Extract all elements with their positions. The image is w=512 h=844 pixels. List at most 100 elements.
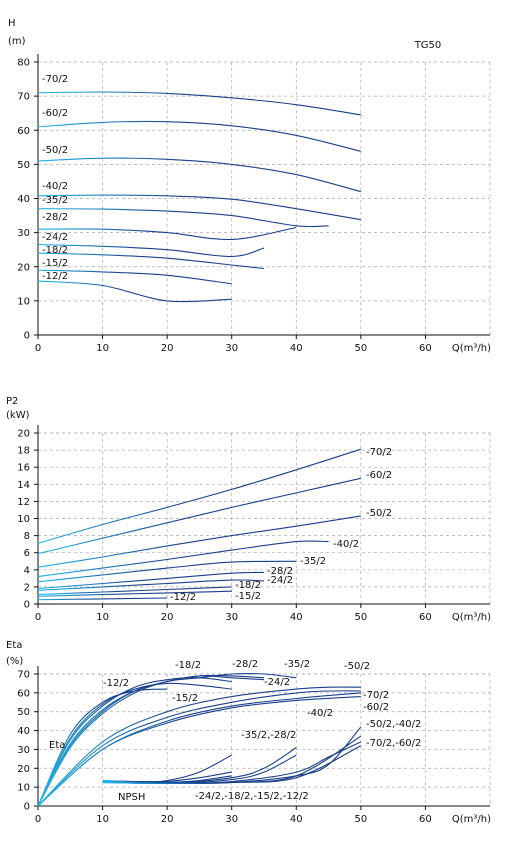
x-tick-label: 60 (419, 343, 432, 354)
y-tick-label: 0 (24, 331, 30, 342)
series-curve (37, 252, 265, 270)
eta-area-label: Eta (49, 740, 65, 751)
series-curve (37, 677, 232, 807)
curve-label: -40/2 (307, 708, 333, 719)
npsh-area-label: NPSH (118, 792, 145, 803)
curve-label: -28/2 (42, 212, 68, 223)
x-tick-label: 20 (161, 612, 174, 623)
y-tick-label: 70 (17, 92, 30, 103)
y-tick-label: 6 (24, 548, 30, 559)
x-tick-label: 10 (96, 814, 109, 825)
y-tick-label: 40 (17, 194, 30, 205)
curve-label: -15/2 (172, 693, 198, 704)
y-tick-label: 20 (17, 262, 30, 273)
x-tick-label: 50 (354, 814, 367, 825)
x-tick-label: 40 (290, 814, 303, 825)
curve-label: -60/2 (363, 702, 389, 713)
series-curve (37, 244, 265, 258)
curve-label: -28/2 (267, 566, 293, 577)
curve-label: -28/2 (232, 659, 258, 670)
y-axis-unit: (%) (6, 656, 23, 667)
curve-label: -24/2 (267, 575, 293, 586)
series-curve (37, 540, 329, 578)
curve-label: -35/2 (284, 659, 310, 670)
model-label: TG50 (414, 40, 442, 51)
chart-power: 0 2 4 6 8 10 12 14 16 18 20 0 10 20 30 40 50 60 Q(m³/h) P2 (… (6, 396, 491, 623)
curve-label: -70/2 (366, 447, 392, 458)
y-axis-unit: (m) (8, 36, 26, 47)
curve-label: -70/2 (363, 690, 389, 701)
x-tick-label: 50 (354, 343, 367, 354)
curve-label: -35/2 (42, 195, 68, 206)
series-curve (37, 682, 232, 807)
series-curve (37, 448, 362, 544)
x-tick-label: 10 (96, 612, 109, 623)
y-axis-label: Eta (6, 640, 22, 651)
series-curve (37, 675, 265, 807)
series-curve (37, 586, 232, 596)
series-curve (37, 120, 362, 152)
series-curve (37, 280, 232, 303)
y-tick-label: 40 (17, 726, 30, 737)
curve-label: -24/2,-18/2,-15/2,-12/2 (195, 791, 309, 802)
x-tick-label: 20 (161, 343, 174, 354)
y-tick-label: 30 (17, 228, 30, 239)
curve-label: -50/2 (366, 508, 392, 519)
x-axis-label: Q(m³/h) (452, 343, 491, 354)
series-curve (37, 673, 297, 807)
x-tick-label: 10 (96, 343, 109, 354)
y-tick-label: 60 (17, 126, 30, 137)
y-axis-label: P2 (6, 396, 18, 407)
y-tick-label: 70 (17, 670, 30, 681)
series-curve (37, 692, 361, 807)
x-tick-label: 0 (35, 814, 41, 825)
curve-label: -50/2,-40/2 (366, 719, 421, 730)
chart-head: 0 10 20 30 40 50 60 70 80 0 10 20 30 40 50 60 Q(m³/h) H (m… (8, 18, 491, 354)
y-tick-label: 20 (17, 429, 30, 440)
curve-label: -24/2 (42, 232, 68, 243)
x-tick-label: 40 (290, 343, 303, 354)
curve-label: -12/2 (170, 592, 196, 603)
curve-label: -60/2 (366, 470, 392, 481)
series-curve (37, 91, 361, 116)
series-curve (37, 269, 232, 285)
x-tick-label: 30 (225, 612, 238, 623)
y-axis-unit: (kW) (6, 410, 30, 421)
curve-label: -70/2,-60/2 (366, 738, 421, 749)
curve-label: -12/2 (103, 678, 129, 689)
x-tick-label: 50 (354, 612, 367, 623)
x-tick-label: 40 (290, 612, 303, 623)
series-curve (37, 690, 361, 807)
series-curve (37, 688, 168, 807)
y-tick-label: 0 (24, 600, 30, 611)
y-tick-label: 50 (17, 707, 30, 718)
series-curve (37, 560, 297, 583)
series-curve (37, 590, 232, 597)
x-tick-label: 0 (35, 343, 41, 354)
curve-label: -50/2 (42, 145, 68, 156)
x-axis-label: Q(m³/h) (452, 814, 491, 825)
curve-label: -18/2 (175, 660, 201, 671)
x-tick-label: 60 (419, 814, 432, 825)
curve-label: -18/2 (235, 580, 261, 591)
x-tick-label: 30 (225, 343, 238, 354)
y-tick-label: 20 (17, 764, 30, 775)
curve-label: -15/2 (42, 258, 68, 269)
y-tick-label: 10 (17, 514, 30, 525)
curve-label: -24/2 (264, 677, 290, 688)
series-curve (37, 477, 362, 555)
y-tick-label: 10 (17, 783, 30, 794)
series-curve (37, 515, 361, 568)
y-tick-label: 12 (17, 497, 30, 508)
curve-label: -15/2 (235, 591, 261, 602)
series-curve (37, 194, 361, 221)
curve-label: -50/2 (344, 661, 370, 672)
curve-label: -18/2 (42, 245, 68, 256)
y-tick-label: 50 (17, 160, 30, 171)
curve-label: -40/2 (333, 539, 359, 550)
y-tick-label: 10 (17, 296, 30, 307)
series-curve (37, 674, 265, 807)
x-tick-label: 20 (161, 814, 174, 825)
